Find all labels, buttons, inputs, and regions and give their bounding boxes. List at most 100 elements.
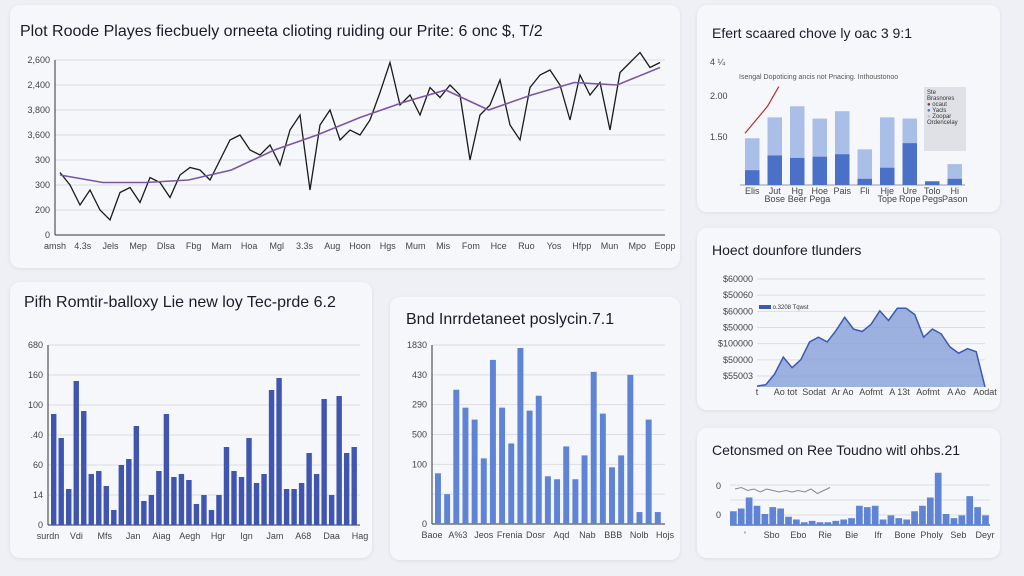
x-tick-label: A%3	[448, 530, 467, 540]
x-tick-label: Nolb	[630, 530, 649, 540]
y-tick-label: 100	[28, 400, 43, 410]
x-tick-label: Bie	[845, 530, 858, 540]
bar	[201, 495, 207, 525]
bar	[848, 518, 855, 525]
y-tick-label: 60	[33, 460, 43, 470]
y-tick-label: 0	[716, 481, 721, 491]
x-tick-label: Jam	[266, 531, 283, 541]
x-tick-label: Hag	[352, 531, 369, 541]
series-line	[734, 486, 831, 495]
bar	[609, 467, 615, 524]
bar	[737, 508, 745, 525]
bar	[950, 518, 958, 525]
x-tick-label: Dosr	[526, 530, 545, 540]
x-tick-label: Ar Ao	[831, 387, 853, 397]
bar	[832, 520, 840, 525]
trend-line	[59, 66, 661, 184]
bar	[816, 522, 824, 525]
legend-item: Brasnores	[927, 96, 955, 102]
bar-segment-dark	[745, 170, 760, 185]
bar	[453, 389, 460, 524]
bar	[283, 489, 290, 525]
bar	[171, 477, 177, 525]
bar	[903, 519, 911, 525]
x-tick-label: Vdi	[70, 531, 83, 541]
chart-title: Cetonsmed on Ree Toudno witl ohbs.21	[712, 442, 961, 458]
y-tick-label: 0	[716, 510, 721, 520]
bar	[133, 426, 140, 525]
chart-title: Plot Roode Playes fiecbuely orneeta clio…	[20, 23, 543, 40]
bar	[871, 505, 879, 525]
bar-segment-dark	[767, 155, 782, 185]
y-tick-label: 3,600	[27, 130, 50, 140]
bar	[526, 410, 533, 524]
x-tick-label: Jut	[769, 186, 782, 196]
x-tick-label: Hoa	[241, 241, 258, 251]
x-tick-label: Baoe	[421, 530, 442, 540]
x-tick-label: Mep	[129, 241, 147, 251]
bar	[96, 471, 102, 525]
legend-item: ● ocaut	[927, 102, 947, 108]
legend-note: Ordencelay	[927, 120, 958, 126]
bar	[261, 474, 267, 525]
x-tick-label: Fbg	[186, 241, 202, 251]
chart-title: Pifh Romtir-balloxy Lie new loy Tec-prde…	[24, 294, 336, 311]
bar	[336, 396, 342, 525]
x-tick-label: Fom	[462, 241, 480, 251]
bar	[934, 472, 942, 525]
legend-item: ● Zoopar	[927, 114, 952, 120]
bar	[480, 458, 487, 524]
x-tick-label: Bose	[764, 194, 785, 204]
x-tick-label: Aofmt	[859, 387, 883, 397]
x-tick-label: Aofmt	[916, 387, 940, 397]
y-tick-label: $60000	[723, 274, 753, 284]
bar	[111, 510, 117, 525]
bar	[193, 504, 200, 525]
bar	[246, 438, 252, 525]
x-tick-label: Hoon	[349, 241, 371, 251]
chart-subtitle: Isengal Dopoticing ancis not Pnacing. In…	[739, 74, 899, 81]
price-line	[59, 51, 661, 222]
bar	[51, 414, 57, 525]
x-tick-label: Mun	[601, 241, 619, 251]
bar	[499, 407, 506, 524]
y-tick-label: 0	[422, 519, 427, 529]
x-tick-label: Dlsa	[157, 241, 175, 251]
bar	[590, 371, 597, 524]
bar	[276, 378, 282, 525]
bar	[563, 446, 570, 524]
x-tick-label: Pais	[833, 186, 851, 196]
x-tick-label: '	[744, 530, 746, 540]
y-tick-label: 14	[33, 490, 43, 500]
bar	[879, 519, 887, 525]
bar-segment-dark	[947, 178, 962, 185]
x-tick-label: Daa	[323, 531, 340, 541]
bar	[208, 510, 215, 525]
x-tick-label: Hoe	[811, 186, 828, 196]
y-tick-label: 2,600	[27, 55, 50, 65]
x-tick-label: Bone	[894, 530, 915, 540]
y-tick-label: $50000	[723, 323, 753, 333]
x-tick-label: Deyr	[975, 530, 994, 540]
x-tick-label: Fli	[860, 186, 870, 196]
bar	[808, 520, 816, 525]
y-tick-label: $100000	[718, 339, 753, 349]
x-tick-label: Yos	[547, 241, 562, 251]
bar	[351, 447, 357, 525]
bar	[856, 505, 863, 525]
bar	[321, 399, 327, 525]
x-tick-label: Hgr	[211, 531, 226, 541]
bar	[73, 381, 79, 525]
x-tick-label: Sodat	[802, 387, 826, 397]
chart-title: Efert scaared chove ly oac 3 9:1	[712, 25, 912, 41]
bar	[328, 495, 335, 525]
bar	[654, 512, 661, 524]
x-tick-label: Mam	[211, 241, 231, 251]
bar	[141, 501, 147, 525]
bar	[887, 515, 895, 525]
x-tick-label: Ruo	[518, 241, 535, 251]
x-tick-label: Sbo	[764, 530, 780, 540]
bar	[800, 522, 808, 525]
x-tick-label: Aegh	[179, 531, 200, 541]
bar	[863, 507, 871, 525]
